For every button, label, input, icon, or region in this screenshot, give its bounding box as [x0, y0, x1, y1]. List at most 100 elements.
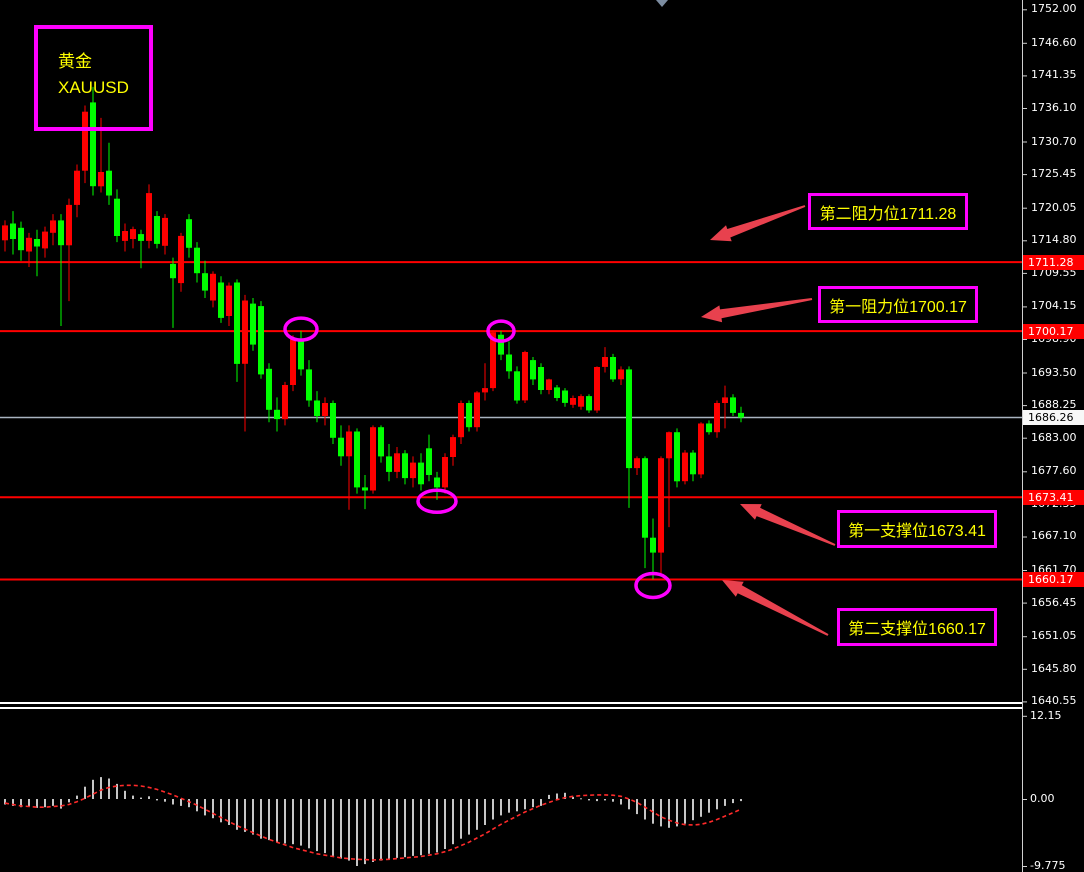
price-axis-tick-label: 1725.45: [1031, 167, 1077, 181]
axis-tick: [1022, 471, 1027, 473]
current-price-flag: 1686.26: [1023, 410, 1084, 425]
level-price-flag: 1660.17: [1023, 572, 1084, 588]
indicator-histogram-bar: [340, 799, 342, 859]
indicator-histogram-bar: [588, 799, 590, 801]
candle-body: [530, 360, 536, 380]
axis-tick: [1022, 405, 1027, 407]
level-price-flag: 1711.28: [1023, 254, 1084, 270]
candle-body: [42, 231, 48, 249]
indicator-histogram-bar: [524, 799, 526, 810]
axis-tick: [1022, 602, 1027, 604]
indicator-histogram-bar: [20, 799, 22, 808]
candle-body: [298, 338, 304, 370]
price-axis-tick-label: 1677.60: [1031, 464, 1077, 478]
indicator-histogram-bar: [188, 799, 190, 808]
indicator-histogram-bar: [124, 790, 126, 799]
annotation-arrow[interactable]: [740, 504, 836, 546]
highlight-ellipse[interactable]: [486, 319, 516, 343]
candle-body: [106, 170, 112, 196]
indicator-histogram-bar: [380, 799, 382, 861]
axis-tick: [1022, 866, 1027, 867]
candle-body: [354, 431, 360, 488]
indicator-histogram-bar: [708, 799, 710, 813]
indicator-histogram-bar: [508, 799, 510, 813]
highlight-ellipse[interactable]: [416, 488, 458, 515]
candle-body: [738, 412, 744, 418]
candle-body: [706, 423, 712, 433]
indicator-histogram-bar: [684, 799, 686, 824]
indicator-histogram-bar: [452, 799, 454, 845]
panel-separator-line[interactable]: [0, 707, 1022, 709]
indicator-histogram-bar: [68, 799, 70, 803]
price-axis-tick-label: 1741.35: [1031, 68, 1077, 82]
indicator-histogram-bar: [372, 799, 374, 862]
indicator-histogram-bar: [596, 799, 598, 802]
symbol-title-box[interactable]: 黄金 XAUUSD: [34, 25, 153, 131]
price-axis-tick-label: 1730.70: [1031, 134, 1077, 148]
annotation-arrow[interactable]: [701, 298, 813, 323]
candle-body: [2, 225, 8, 241]
candle-body: [402, 453, 408, 479]
indicator-histogram-bar: [740, 799, 742, 802]
indicator-histogram-bar: [148, 796, 150, 799]
symbol-title-line2: XAUUSD: [58, 78, 129, 97]
indicator-histogram-bar: [644, 799, 646, 820]
axis-tick: [1022, 272, 1027, 274]
axis-tick: [1022, 108, 1027, 109]
indicator-histogram-bar: [284, 799, 286, 844]
highlight-ellipse[interactable]: [634, 571, 672, 600]
price-axis-tick-label: 1640.55: [1031, 694, 1077, 708]
symbol-title-line1: 黄金: [58, 52, 92, 71]
scroll-position-marker-icon[interactable]: [656, 0, 668, 7]
candle-body: [122, 231, 128, 241]
indicator-histogram-bar: [580, 798, 582, 800]
indicator-histogram-bar: [268, 799, 270, 841]
panel-separator-line[interactable]: [0, 702, 1022, 704]
candle-body: [578, 396, 584, 407]
candle-body: [434, 477, 440, 488]
candle-body: [594, 367, 600, 411]
indicator-histogram-bar: [252, 799, 254, 835]
candle-body: [450, 437, 456, 457]
candle-body: [314, 400, 320, 416]
candle-body: [274, 409, 280, 420]
indicator-histogram-bar: [572, 796, 574, 799]
indicator-histogram-bar: [612, 799, 614, 802]
candle-body: [482, 388, 488, 393]
candle-body: [242, 300, 248, 364]
candle-body: [642, 458, 648, 538]
candle-body: [378, 427, 384, 457]
axis-tick: [1022, 437, 1027, 439]
candle-body: [98, 172, 104, 187]
candle-body: [490, 332, 496, 389]
annotation-arrow[interactable]: [710, 205, 806, 242]
axis-tick: [1022, 240, 1027, 242]
indicator-histogram-bar: [44, 799, 46, 808]
annotation-resistance-2[interactable]: 第二阻力位1711.28: [808, 193, 968, 230]
indicator-histogram-bar: [676, 799, 678, 827]
candle-body: [34, 239, 40, 247]
candle-body: [650, 537, 656, 553]
price-axis-tick-label: 1651.05: [1031, 629, 1077, 643]
highlight-ellipse[interactable]: [283, 316, 319, 342]
annotation-arrow[interactable]: [722, 580, 829, 636]
annotation-support-2[interactable]: 第二支撑位1660.17: [837, 608, 997, 646]
price-axis-tick-label: 1645.80: [1031, 661, 1077, 675]
indicator-histogram-bar: [276, 799, 278, 843]
indicator-histogram-bar: [300, 799, 302, 846]
candle-body: [138, 234, 144, 241]
indicator-histogram-bar: [164, 799, 166, 802]
annotation-resistance-1[interactable]: 第一阻力位1700.17: [818, 286, 978, 323]
annotation-support-1[interactable]: 第一支撑位1673.41: [837, 510, 997, 548]
indicator-histogram-bar: [4, 799, 6, 805]
candle-body: [722, 397, 728, 403]
indicator-histogram-bar: [716, 799, 718, 810]
candle-body: [546, 379, 552, 390]
indicator-histogram-bar: [604, 799, 606, 801]
candle-body: [10, 223, 16, 239]
candle-body: [178, 235, 184, 284]
indicator-histogram-bar: [52, 799, 54, 806]
indicator-histogram-bar: [316, 799, 318, 852]
candle-body: [154, 216, 160, 244]
